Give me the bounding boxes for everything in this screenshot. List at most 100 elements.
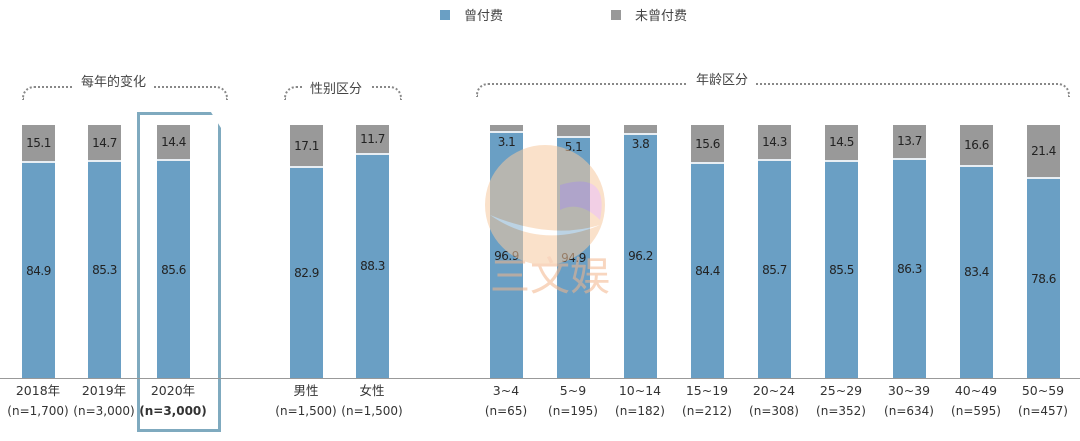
sample-size: (n=1,700): [7, 404, 69, 418]
sample-size: (n=3,000): [73, 404, 135, 418]
bar-segment-paid: 85.6: [157, 161, 190, 378]
group-label-yearly: 每年的变化: [73, 71, 155, 90]
bar-segment-unpaid: 16.6: [960, 125, 993, 167]
legend-item-unpaid: 未曾付费: [611, 5, 687, 24]
bar-2020年: 85.6 14.4: [157, 125, 190, 378]
category-label: 10~14 (n=182): [604, 381, 676, 421]
category-label: 30~39 (n=634): [873, 381, 945, 421]
bar-segment-paid: 86.3: [893, 159, 926, 378]
category-label: 男性 (n=1,500): [270, 381, 342, 421]
category-name: 10~14: [618, 383, 662, 398]
category-name: 30~39: [887, 383, 931, 398]
category-name: 40~49: [954, 383, 998, 398]
sample-size: (n=457): [1018, 404, 1068, 418]
category-label: 40~49 (n=595): [940, 381, 1012, 421]
category-label: 50~59 (n=457): [1007, 381, 1079, 421]
group-brace-age: [476, 83, 1070, 97]
category-name: 50~59: [1021, 383, 1065, 398]
sample-size: (n=1,500): [275, 404, 337, 418]
group-label-gender: 性别区分: [302, 78, 371, 97]
bar-50~59: 78.6 21.4: [1027, 125, 1060, 378]
sample-size: (n=308): [749, 404, 799, 418]
bar-15~19: 84.4 15.6: [691, 125, 724, 378]
category-label: 2018年 (n=1,700): [2, 381, 74, 421]
bar-segment-paid: 96.2: [624, 134, 657, 378]
bar-segment-paid: 85.3: [88, 162, 121, 378]
bar-25~29: 85.5 14.5: [825, 125, 858, 378]
bar-segment-paid: 84.4: [691, 164, 724, 378]
bar-segment-unpaid: [557, 125, 590, 138]
category-name: 男性: [293, 383, 319, 398]
category-name: 2018年: [15, 383, 61, 398]
legend-label-unpaid: 未曾付费: [635, 9, 688, 24]
legend: 曾付费 未曾付费: [0, 5, 1080, 25]
bar-segment-paid: 82.9: [290, 168, 323, 378]
category-label: 5~9 (n=195): [537, 381, 609, 421]
category-label: 2020年 (n=3,000): [137, 381, 209, 421]
legend-label-paid: 曾付费: [464, 9, 504, 24]
category-label: 2019年 (n=3,000): [68, 381, 140, 421]
bar-segment-unpaid: 15.6: [691, 125, 724, 165]
bar-segment-unpaid: 15.1: [22, 125, 55, 164]
category-label: 3~4 (n=65): [470, 381, 542, 421]
bar-40~49: 83.4 16.6: [960, 125, 993, 378]
highlight-box-2020: [137, 112, 221, 432]
category-label: 女性 (n=1,500): [336, 381, 408, 421]
bar-5~9: 94.9 5.1: [557, 125, 590, 378]
category-label: 15~19 (n=212): [671, 381, 743, 421]
bar-segment-unpaid: 14.3: [758, 125, 791, 162]
bar-small-label: 3.8: [631, 136, 650, 151]
sample-size: (n=634): [884, 404, 934, 418]
category-name: 3~4: [492, 383, 520, 398]
sample-size: (n=212): [682, 404, 732, 418]
bar-segment-paid: 83.4: [960, 166, 993, 378]
bar-segment-unpaid: 13.7: [893, 125, 926, 160]
bar-segment-paid: 96.9: [490, 133, 523, 378]
sample-size: (n=1,500): [341, 404, 403, 418]
sample-size: (n=352): [816, 404, 866, 418]
category-name: 女性: [359, 383, 385, 398]
bar-segment-paid: 88.3: [356, 154, 389, 378]
bar-segment-unpaid: [624, 125, 657, 135]
sample-size: (n=195): [548, 404, 598, 418]
bar-20~24: 85.7 14.3: [758, 125, 791, 378]
legend-swatch-unpaid: [611, 9, 621, 20]
category-name: 5~9: [559, 383, 587, 398]
bar-segment-paid: 84.9: [22, 163, 55, 378]
watermark-logo-icon: 三文娱: [485, 145, 610, 300]
bar-segment-unpaid: 14.5: [825, 125, 858, 162]
bar-small-label: 3.1: [497, 135, 516, 149]
bar-10~14: 96.2 3.8: [624, 125, 657, 378]
bar-small-label: 5.1: [564, 139, 583, 154]
bar-segment-unpaid: 14.7: [88, 125, 121, 163]
category-name: 2020年: [150, 383, 196, 398]
sample-size: (n=182): [615, 404, 665, 418]
sample-size: (n=65): [484, 404, 528, 418]
bar-segment-paid: 85.5: [825, 161, 858, 378]
bar-segment-unpaid: 14.4: [157, 125, 190, 162]
legend-item-paid: 曾付费: [440, 5, 503, 24]
x-axis-line: [0, 378, 1080, 379]
category-name: 2019年: [81, 383, 127, 398]
category-label: 25~29 (n=352): [805, 381, 877, 421]
bar-2019年: 85.3 14.7: [88, 125, 121, 378]
category-name: 20~24: [752, 383, 796, 398]
bar-segment-paid: 85.7: [758, 161, 791, 378]
bar-segment-paid: 78.6: [1027, 179, 1060, 378]
bar-segment-paid: 94.9: [557, 137, 590, 378]
bar-segment-unpaid: 17.1: [290, 125, 323, 169]
bar-男性: 82.9 17.1: [290, 125, 323, 378]
category-name: 25~29: [819, 383, 863, 398]
sample-size: (n=3,000): [139, 404, 207, 418]
group-label-age: 年龄区分: [688, 69, 757, 88]
category-name: 15~19: [685, 383, 729, 398]
bar-3~4: 96.9 3.1: [490, 125, 523, 378]
bar-2018年: 84.9 15.1: [22, 125, 55, 378]
bar-segment-unpaid: [490, 125, 523, 133]
sample-size: (n=595): [951, 404, 1001, 418]
bar-segment-unpaid: 21.4: [1027, 125, 1060, 180]
bar-segment-unpaid: 11.7: [356, 125, 389, 155]
bar-女性: 88.3 11.7: [356, 125, 389, 378]
legend-swatch-paid: [440, 9, 450, 20]
category-label: 20~24 (n=308): [738, 381, 810, 421]
